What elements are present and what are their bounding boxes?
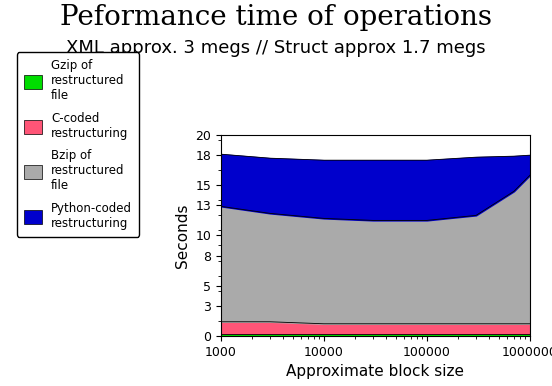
Y-axis label: Seconds: Seconds <box>174 203 190 268</box>
Legend: Gzip of
restructured
file, C-coded
restructuring, Bzip of
restructured
file, Pyt: Gzip of restructured file, C-coded restr… <box>17 52 139 237</box>
Text: XML approx. 3 megs // Struct approx 1.7 megs: XML approx. 3 megs // Struct approx 1.7 … <box>66 39 486 57</box>
X-axis label: Approximate block size: Approximate block size <box>286 364 464 379</box>
Text: Peformance time of operations: Peformance time of operations <box>60 4 492 31</box>
